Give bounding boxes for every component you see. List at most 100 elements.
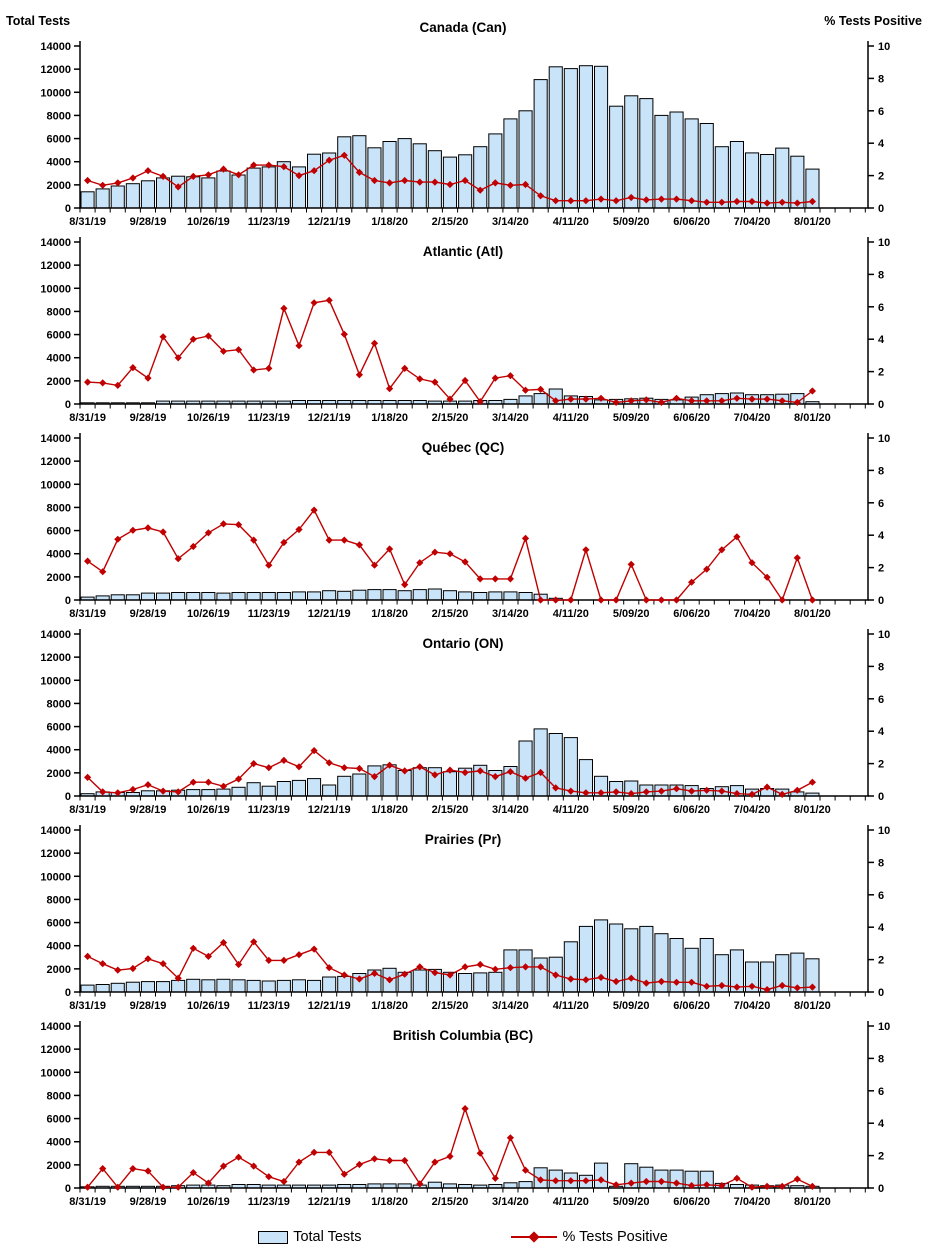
svg-text:4/11/20: 4/11/20 [553, 412, 589, 424]
svg-text:12000: 12000 [40, 652, 71, 664]
legend: Total Tests % Tests Positive [0, 1214, 926, 1260]
svg-text:8/01/20: 8/01/20 [794, 1000, 831, 1012]
svg-text:1/18/20: 1/18/20 [371, 216, 408, 228]
svg-text:1/18/20: 1/18/20 [371, 804, 408, 816]
svg-text:6000: 6000 [47, 918, 71, 930]
svg-text:0: 0 [65, 791, 71, 803]
svg-text:8: 8 [878, 73, 884, 85]
svg-text:2/15/20: 2/15/20 [432, 412, 469, 424]
atlantic-chart: 0 2000 4000 6000 8000 10000 12000 14000 0 2 4 6 8 10 8… [40, 237, 890, 424]
svg-text:4/11/20: 4/11/20 [553, 608, 589, 620]
legend-total-tests-label: Total Tests [293, 1229, 362, 1245]
quebec-chart: 0 2000 4000 6000 8000 10000 12000 14000 0 2 4 6 8 10 8… [40, 433, 890, 620]
right-axis-title: % Tests Positive [824, 14, 922, 28]
svg-text:4: 4 [878, 1118, 885, 1130]
svg-text:6000: 6000 [47, 722, 71, 734]
svg-text:12000: 12000 [40, 64, 71, 76]
svg-text:6000: 6000 [47, 330, 71, 342]
svg-text:8: 8 [878, 465, 884, 477]
svg-text:2000: 2000 [47, 1160, 71, 1172]
svg-text:8: 8 [878, 857, 884, 869]
svg-text:2000: 2000 [47, 964, 71, 976]
legend-item-pct-positive: % Tests Positive [511, 1229, 668, 1245]
svg-text:4: 4 [878, 726, 885, 738]
svg-text:9/28/19: 9/28/19 [130, 1000, 167, 1012]
legend-item-total-tests: Total Tests [258, 1229, 361, 1245]
svg-text:8: 8 [878, 1053, 884, 1065]
svg-text:2: 2 [878, 759, 884, 771]
svg-text:8/31/19: 8/31/19 [69, 608, 106, 620]
prairies-chart: 0 2000 4000 6000 8000 10000 12000 14000 0 2 4 6 8 10 8… [40, 825, 890, 1012]
svg-text:12000: 12000 [40, 456, 71, 468]
svg-text:6000: 6000 [47, 134, 71, 146]
svg-text:2000: 2000 [47, 572, 71, 584]
svg-text:4: 4 [878, 334, 885, 346]
svg-text:8: 8 [878, 269, 884, 281]
pct-positive-marker-icon [511, 1236, 558, 1238]
svg-text:7/04/20: 7/04/20 [734, 1196, 771, 1208]
svg-text:1/18/20: 1/18/20 [371, 412, 408, 424]
svg-text:4000: 4000 [47, 353, 71, 365]
svg-text:8/01/20: 8/01/20 [794, 1196, 831, 1208]
svg-text:11/23/19: 11/23/19 [248, 1000, 290, 1012]
svg-text:7/04/20: 7/04/20 [734, 216, 771, 228]
svg-text:5/09/20: 5/09/20 [613, 1196, 650, 1208]
svg-text:12/21/19: 12/21/19 [308, 804, 351, 816]
svg-text:8/31/19: 8/31/19 [69, 1000, 106, 1012]
svg-text:8/01/20: 8/01/20 [794, 216, 831, 228]
panel-canada: Total Tests Canada (Can) % Tests Positiv… [0, 6, 926, 234]
svg-text:6/06/20: 6/06/20 [673, 608, 710, 620]
svg-text:6: 6 [878, 890, 884, 902]
panel-title-canada: Canada (Can) [419, 20, 507, 35]
svg-text:8: 8 [878, 661, 884, 673]
svg-text:2: 2 [878, 955, 884, 967]
svg-text:10/26/19: 10/26/19 [187, 1196, 230, 1208]
svg-text:5/09/20: 5/09/20 [613, 216, 650, 228]
legend-pct-positive-label: % Tests Positive [562, 1229, 668, 1245]
svg-text:3/14/20: 3/14/20 [492, 216, 529, 228]
svg-text:0: 0 [878, 791, 884, 803]
svg-text:2/15/20: 2/15/20 [432, 804, 469, 816]
svg-text:8000: 8000 [47, 1090, 71, 1102]
svg-text:2/15/20: 2/15/20 [432, 1000, 469, 1012]
panel-canada-header: Total Tests Canada (Can) % Tests Positiv… [0, 6, 926, 38]
svg-text:8/31/19: 8/31/19 [69, 216, 106, 228]
svg-text:10000: 10000 [40, 1067, 71, 1079]
svg-text:10: 10 [878, 629, 890, 641]
svg-text:8/01/20: 8/01/20 [794, 412, 831, 424]
svg-text:8000: 8000 [47, 110, 71, 122]
svg-text:2/15/20: 2/15/20 [432, 1196, 469, 1208]
svg-text:12000: 12000 [40, 848, 71, 860]
svg-text:10/26/19: 10/26/19 [187, 608, 230, 620]
svg-text:2: 2 [878, 1151, 884, 1163]
svg-text:6/06/20: 6/06/20 [673, 1000, 710, 1012]
total-tests-swatch-icon [258, 1230, 289, 1244]
svg-text:2000: 2000 [47, 376, 71, 388]
svg-text:10: 10 [878, 1021, 890, 1033]
svg-text:3/14/20: 3/14/20 [492, 608, 529, 620]
svg-text:0: 0 [878, 399, 884, 411]
svg-text:12/21/19: 12/21/19 [308, 216, 351, 228]
svg-text:12000: 12000 [40, 260, 71, 272]
svg-text:2/15/20: 2/15/20 [432, 608, 469, 620]
svg-text:8/31/19: 8/31/19 [69, 412, 106, 424]
svg-text:0: 0 [65, 399, 71, 411]
svg-text:4/11/20: 4/11/20 [553, 1000, 589, 1012]
svg-text:10000: 10000 [40, 675, 71, 687]
svg-text:3/14/20: 3/14/20 [492, 1000, 529, 1012]
svg-text:14000: 14000 [40, 41, 71, 53]
svg-text:2: 2 [878, 367, 884, 379]
svg-text:5/09/20: 5/09/20 [613, 804, 650, 816]
svg-text:8/31/19: 8/31/19 [69, 804, 106, 816]
svg-text:1/18/20: 1/18/20 [371, 1000, 408, 1012]
svg-text:12000: 12000 [40, 1044, 71, 1056]
svg-text:9/28/19: 9/28/19 [130, 608, 167, 620]
svg-text:7/04/20: 7/04/20 [734, 804, 771, 816]
svg-text:6/06/20: 6/06/20 [673, 804, 710, 816]
svg-text:7/04/20: 7/04/20 [734, 608, 771, 620]
svg-text:8/01/20: 8/01/20 [794, 608, 831, 620]
svg-text:8000: 8000 [47, 698, 71, 710]
svg-text:4: 4 [878, 530, 885, 542]
svg-text:12/21/19: 12/21/19 [308, 1000, 351, 1012]
